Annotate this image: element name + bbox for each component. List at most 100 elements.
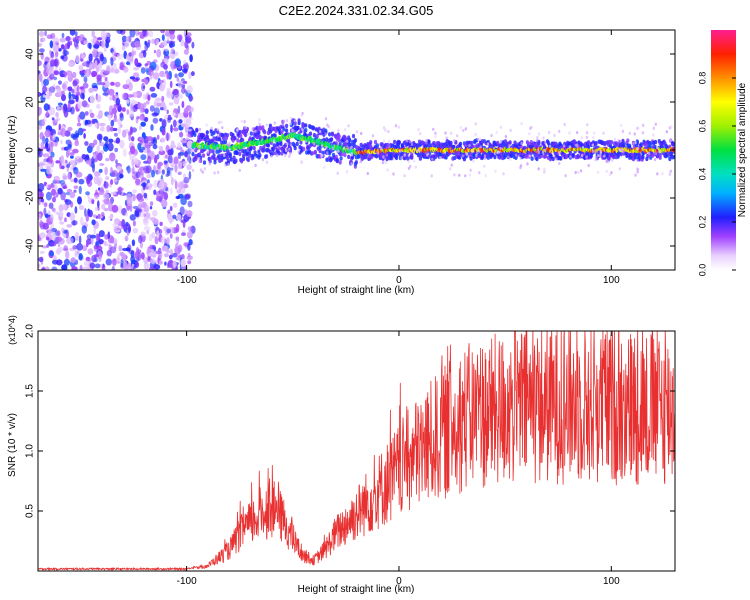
noise-blob: [55, 160, 60, 164]
signal-halo: [524, 154, 529, 159]
faint-dot: [347, 147, 350, 151]
noise-blob: [38, 125, 43, 130]
colorbar-ticks: 0.0 0.2 0.4 0.6 0.8: [697, 72, 736, 276]
noise-blob: [144, 63, 148, 67]
colorbar-label: Normalized spectral amplitude: [737, 82, 748, 217]
noise-blob: [48, 184, 55, 189]
y-tick-label: 1.5: [25, 384, 36, 398]
signal-halo: [380, 142, 384, 147]
noise-blob: [173, 96, 180, 105]
noise-blob: [73, 177, 78, 183]
noise-blob: [163, 63, 168, 70]
noise-blob: [135, 30, 140, 37]
faint-dot: [223, 163, 227, 167]
noise-blob: [108, 88, 115, 96]
signal-halo: [241, 138, 245, 143]
noise-blob: [49, 214, 54, 223]
faint-dot: [384, 161, 387, 165]
noise-blob: [107, 142, 114, 152]
faint-dot: [634, 141, 637, 145]
noise-blob: [38, 107, 42, 116]
noise-blob: [143, 165, 150, 174]
noise-blob: [132, 166, 135, 175]
signal-halo: [672, 142, 675, 147]
noise-blob: [72, 219, 76, 226]
faint-dot: [519, 156, 522, 160]
noise-blob: [52, 196, 56, 203]
noise-blob: [167, 209, 171, 214]
signal-halo: [249, 145, 253, 150]
noise-blob: [78, 253, 83, 261]
noise-blob: [130, 260, 136, 264]
faint-dot: [431, 157, 434, 161]
noise-blob: [140, 146, 146, 151]
noise-blob: [134, 158, 139, 165]
signal-halo: [458, 141, 463, 147]
faint-dot: [289, 143, 293, 147]
faint-dot: [417, 128, 420, 132]
noise-blob: [184, 194, 191, 200]
noise-blob: [135, 171, 141, 179]
signal-halo: [313, 149, 317, 155]
noise-blob: [74, 231, 80, 241]
noise-blob: [73, 189, 77, 193]
noise-blob: [144, 40, 147, 46]
noise-blob: [42, 222, 50, 230]
noise-blob: [61, 94, 66, 102]
noise-blob: [110, 196, 114, 204]
faint-dot: [453, 139, 456, 143]
noise-blob: [156, 102, 161, 107]
noise-blob: [188, 239, 193, 246]
noise-blob: [182, 80, 187, 84]
faint-dot: [636, 126, 640, 130]
noise-blob: [58, 123, 61, 130]
signal-halo: [242, 153, 246, 158]
noise-blob: [169, 248, 173, 254]
noise-blob: [83, 221, 88, 226]
noise-blob: [91, 30, 95, 38]
noise-blob: [103, 80, 110, 88]
faint-dot: [499, 125, 503, 129]
noise-blob: [157, 164, 161, 170]
noise-blob: [143, 216, 148, 224]
noise-blob: [160, 236, 166, 244]
noise-blob: [97, 207, 100, 211]
noise-blob: [155, 38, 160, 45]
faint-dot: [191, 168, 195, 172]
noise-blob: [66, 188, 73, 193]
noise-blob: [161, 34, 165, 41]
noise-blob: [170, 124, 173, 134]
signal-halo: [508, 140, 512, 145]
noise-blob: [70, 155, 74, 159]
noise-blob: [65, 250, 70, 260]
faint-dot: [596, 170, 600, 174]
noise-blob: [149, 206, 153, 210]
signal-halo: [239, 133, 243, 138]
signal-halo: [348, 137, 352, 143]
noise-blob: [150, 93, 158, 98]
noise-blob: [128, 132, 132, 142]
noise-blob: [82, 62, 87, 67]
faint-dot: [586, 123, 589, 127]
signal-halo: [310, 151, 314, 156]
noise-blob: [111, 204, 119, 213]
faint-dot: [240, 119, 243, 123]
noise-blob: [153, 189, 157, 196]
noise-blob: [128, 52, 132, 57]
signal-halo: [343, 152, 347, 158]
noise-blob: [110, 191, 117, 195]
faint-dot: [577, 170, 580, 174]
noise-blob: [53, 70, 60, 76]
noise-blob: [180, 39, 185, 47]
noise-blob: [142, 93, 147, 100]
noise-blob: [89, 62, 92, 72]
noise-blob: [48, 202, 54, 209]
signal-halo: [469, 156, 473, 161]
faint-dot: [261, 158, 265, 162]
noise-blob: [172, 127, 179, 132]
faint-dot: [387, 129, 390, 134]
noise-blob: [169, 205, 173, 212]
noise-blob: [72, 245, 78, 250]
noise-blob: [110, 57, 114, 66]
signal-halo: [357, 153, 361, 159]
